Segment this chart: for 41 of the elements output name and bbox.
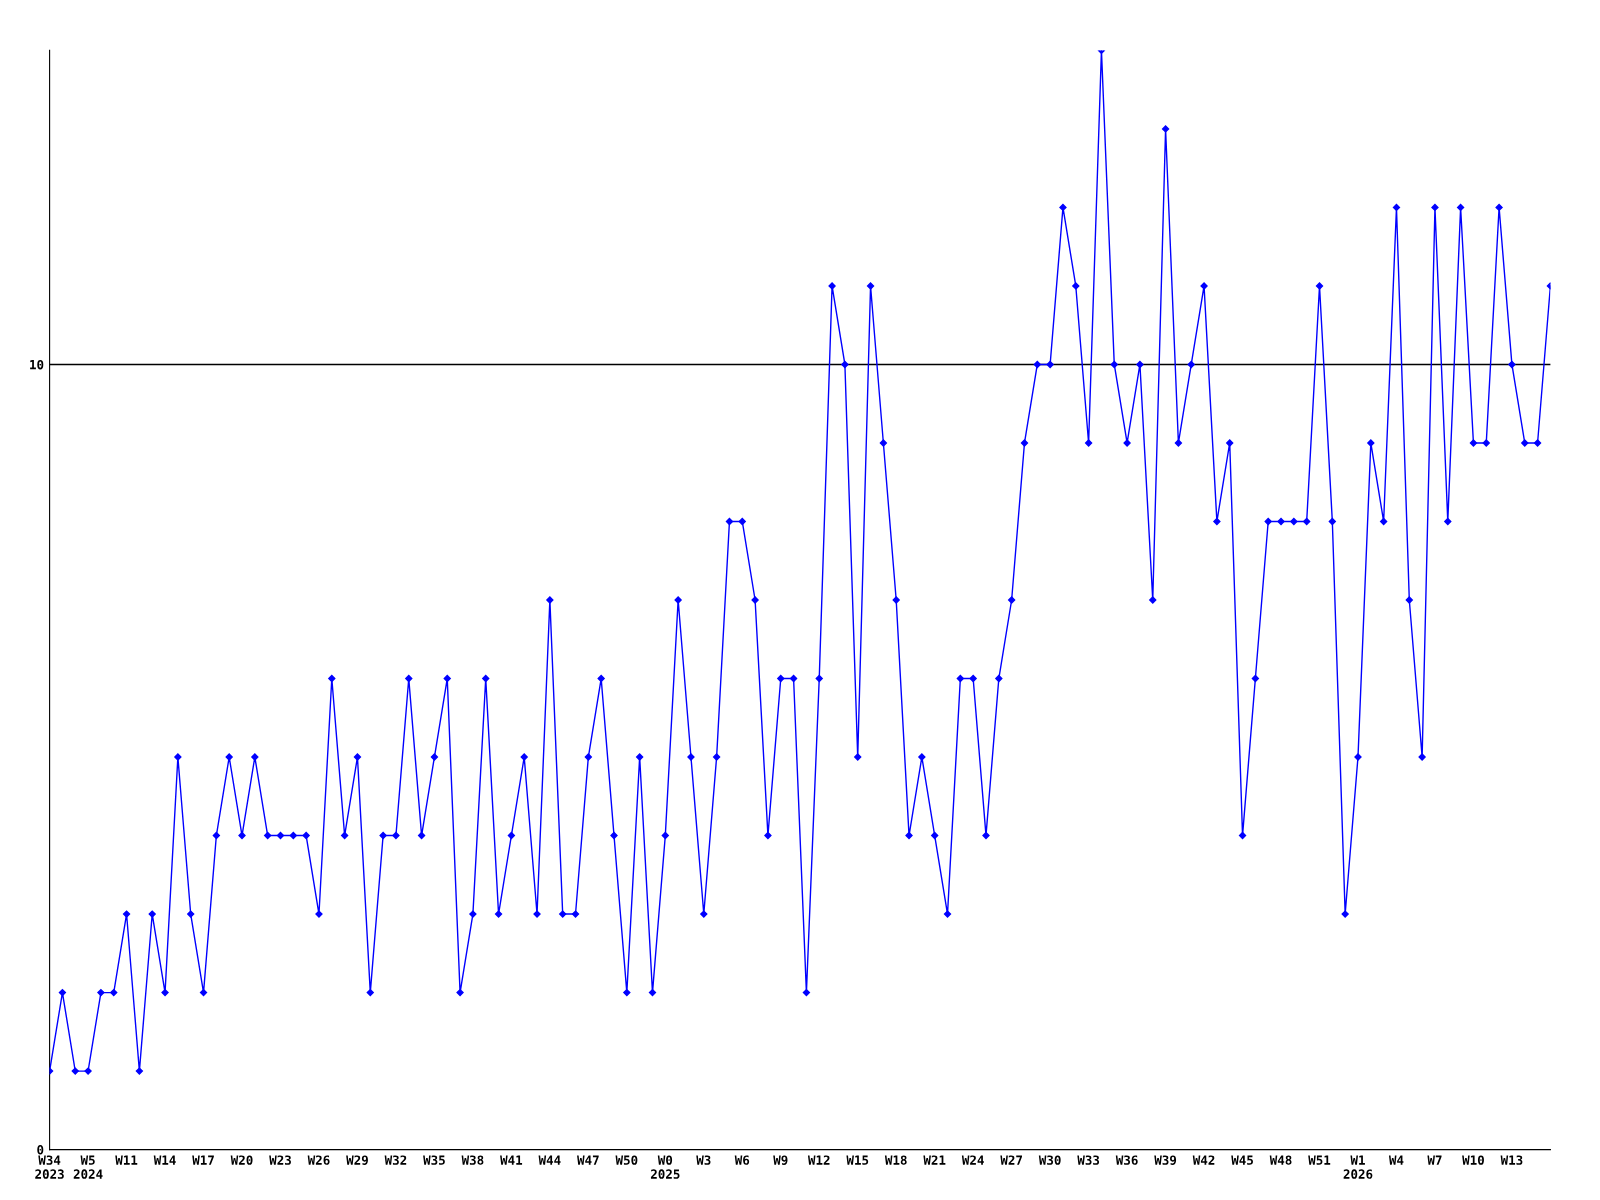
x-tick-label: W42 [1192,1155,1215,1165]
x-tick-label: W36 [1115,1155,1138,1165]
x-tick-label: W1 2026 [1343,1155,1373,1179]
x-tick-label: W39 [1154,1155,1177,1165]
x-tick-label: W47 [577,1155,599,1165]
x-tick-label: W23 [269,1155,291,1165]
x-tick-label: W35 [423,1155,445,1165]
x-tick-label: W33 [1077,1155,1100,1165]
x-tick-label: W6 [734,1155,750,1165]
x-tick-label: W38 [461,1155,484,1165]
x-tick-label: W50 [615,1155,638,1165]
x-tick-label: W18 [884,1155,907,1165]
x-tick-label: W32 [384,1155,407,1165]
x-tick-label: W14 [153,1155,176,1165]
x-tick-label: W24 [961,1155,984,1165]
x-tick-label: W5 2024 [73,1155,103,1179]
x-tick-label: W12 [807,1155,830,1165]
x-tick-label: W34 2023 [35,1155,64,1179]
x-tick-label: W44 [538,1155,561,1165]
x-tick-label: W13 [1500,1155,1523,1165]
x-tick-label: W51 [1308,1155,1331,1165]
x-tick-label: W21 [923,1155,946,1165]
y-tick-label: 10 [30,359,44,370]
x-tick-label: W30 [1038,1155,1061,1165]
y-tick-label: 0 [37,1145,44,1155]
x-tick-label: W3 [696,1155,711,1165]
x-tick-label: W0 2025 [650,1155,680,1179]
x-tick-label: W27 [1000,1155,1022,1165]
x-tick-label: W15 [846,1155,869,1165]
x-tick-label: W9 [773,1155,788,1165]
x-tick-label: W17 [192,1155,214,1165]
x-tick-label: W48 [1269,1155,1292,1165]
x-tick-label: W26 [307,1155,330,1165]
x-tick-label: W10 [1462,1155,1484,1165]
x-tick-label: W41 [500,1155,523,1165]
x-tick-label: W20 [230,1155,253,1165]
x-tick-label: W11 [115,1155,138,1165]
x-tick-label: W4 [1388,1155,1404,1165]
x-tick-label: W45 [1231,1155,1253,1165]
x-tick-label: W7 [1427,1155,1442,1165]
x-tick-label: W29 [346,1155,368,1165]
